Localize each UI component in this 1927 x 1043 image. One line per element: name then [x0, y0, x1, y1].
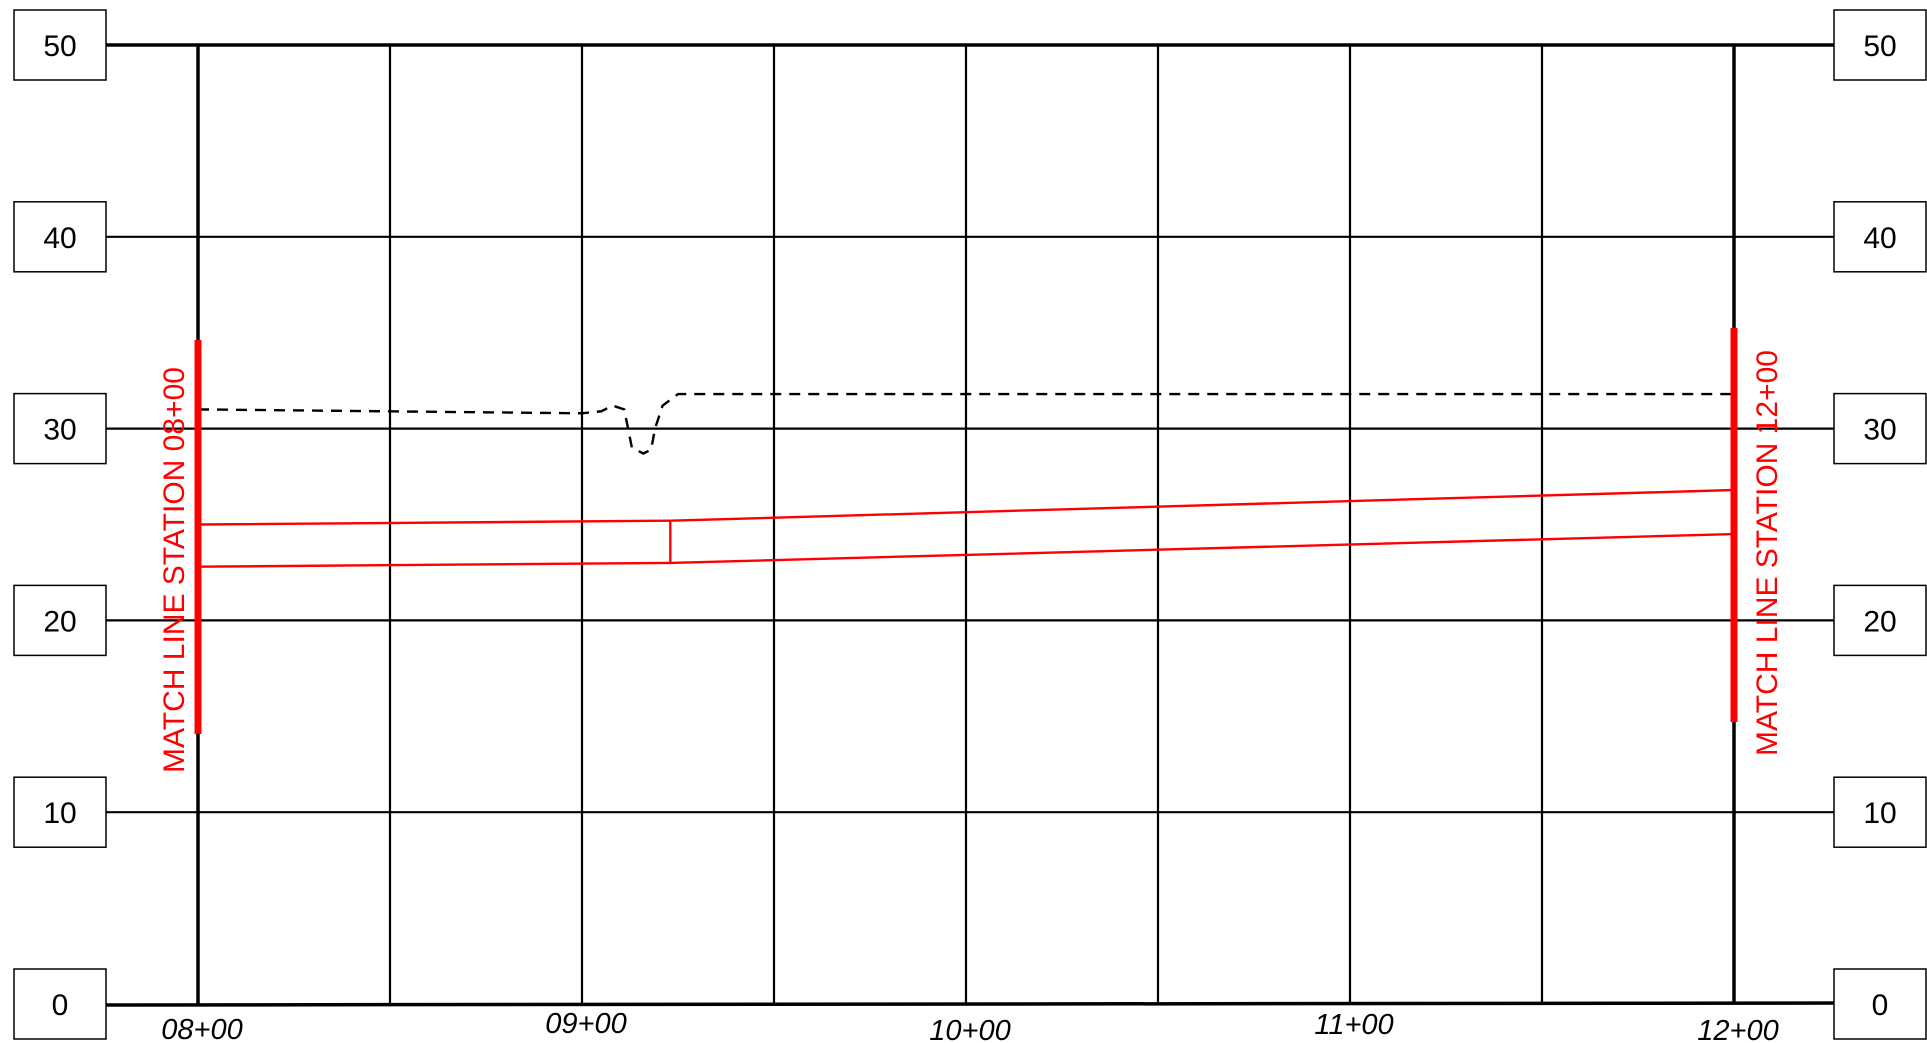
match-line-left-label: MATCH LINE STATION 08+00 [158, 367, 191, 773]
elevation-label-left: 0 [52, 989, 69, 1022]
match-line-right-label: MATCH LINE STATION 12+00 [1751, 350, 1784, 756]
elevation-label-right: 40 [1863, 222, 1896, 255]
elevation-label-left: 20 [43, 605, 76, 638]
match-lines: MATCH LINE STATION 08+00 MATCH LINE STATI… [158, 328, 1784, 773]
existing-ground-line [197, 392, 1734, 455]
elevation-label-right: 10 [1863, 797, 1896, 830]
grid [105, 43, 1855, 1007]
elevation-label-right: 0 [1872, 989, 1889, 1022]
elevation-label-box-right [1833, 201, 1927, 273]
station-label: 10+00 [929, 1015, 1010, 1043]
elevation-label-box-left [13, 584, 107, 657]
station-label: 12+00 [1697, 1015, 1778, 1043]
grid-baseline [105, 1001, 1855, 1007]
design-lower-line [197, 532, 1735, 568]
elevation-labels: 50 50 40 40 30 30 20 20 10 10 0 0 [13, 9, 1927, 1040]
station-label: 09+00 [545, 1008, 626, 1040]
elevation-label-box-right [1833, 584, 1927, 657]
station-label: 08+00 [161, 1014, 242, 1043]
existing-ground-profile [197, 392, 1734, 455]
elevation-label-right: 50 [1863, 30, 1896, 63]
elevation-label-box-right [1833, 9, 1927, 81]
elevation-label-left: 40 [43, 222, 76, 255]
elevation-label-left: 50 [43, 30, 76, 63]
elevation-label-box-left [13, 201, 107, 273]
elevation-label-left: 10 [43, 797, 76, 830]
station-labels: 08+00 09+00 10+00 11+00 12+00 [161, 1008, 1778, 1043]
station-label: 11+00 [1314, 1009, 1393, 1041]
elevation-label-box-left [13, 9, 107, 81]
elevation-label-box-left [13, 392, 107, 465]
elevation-label-right: 30 [1863, 414, 1896, 447]
elevation-label-box-right [1833, 776, 1927, 848]
elevation-label-left: 30 [43, 414, 76, 447]
elevation-label-right: 20 [1863, 605, 1896, 638]
design-profile [197, 488, 1735, 568]
elevation-label-box-right [1833, 968, 1927, 1040]
elevation-label-box-left [13, 776, 107, 848]
elevation-label-box-right [1833, 392, 1927, 465]
elevation-label-box-left [13, 968, 107, 1040]
